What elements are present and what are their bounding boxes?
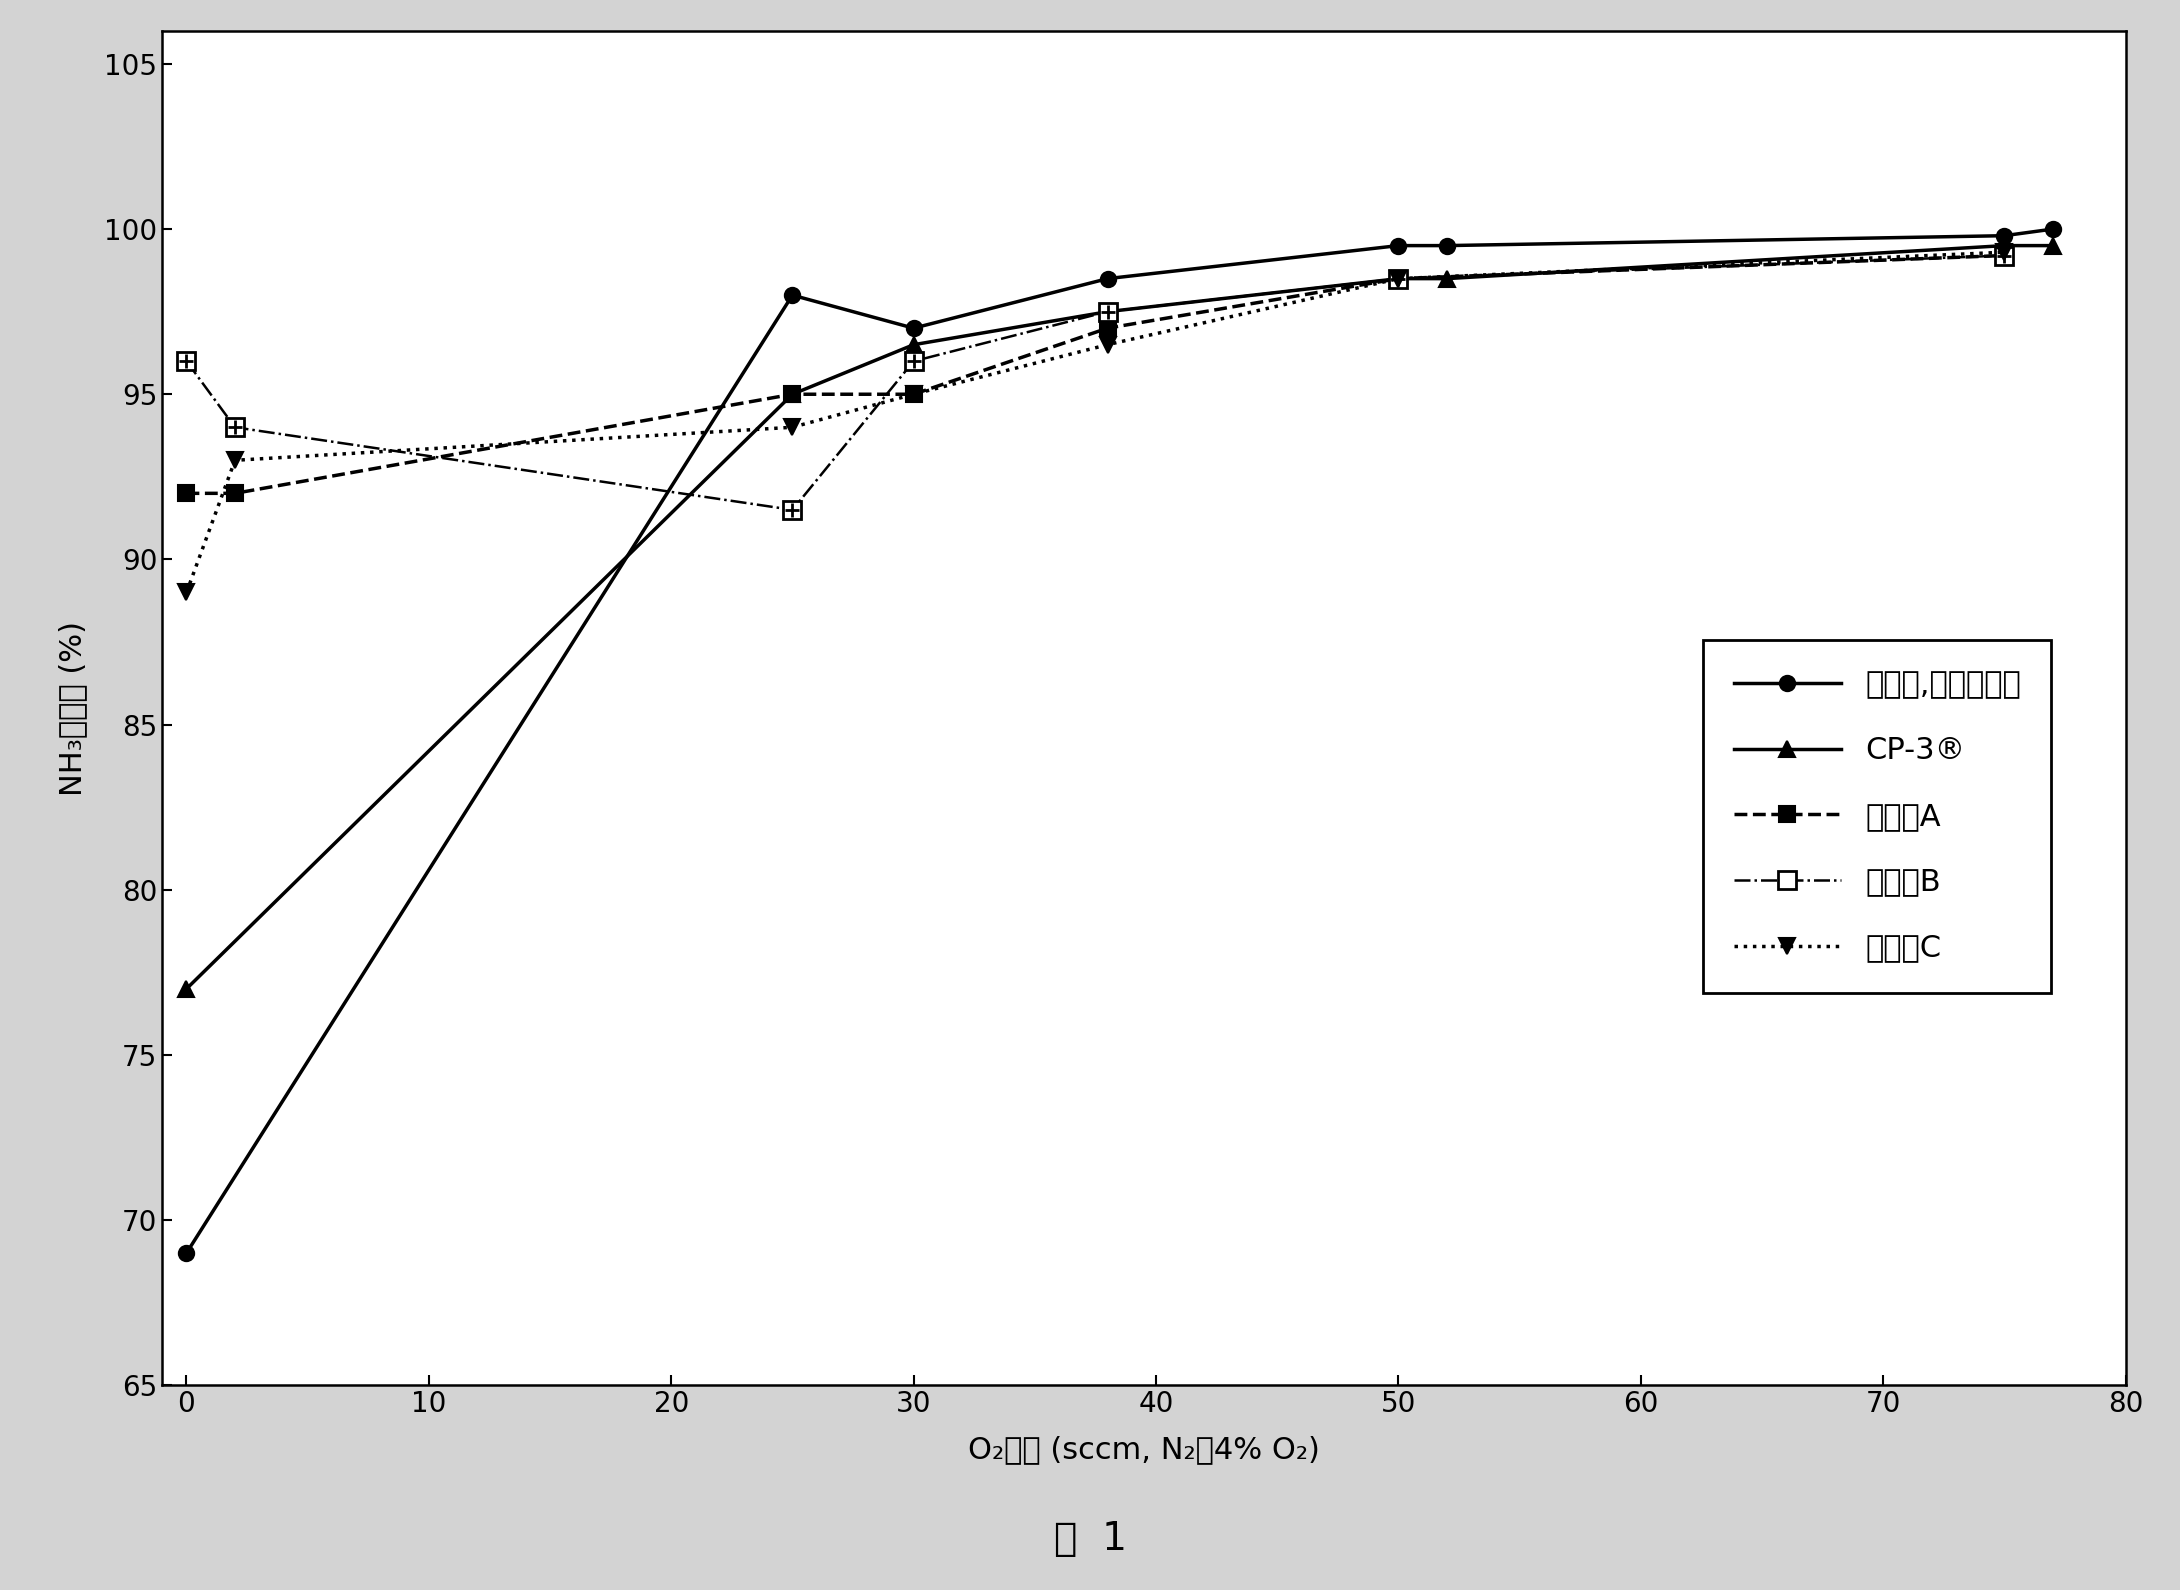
CP-3®	[1990, 235, 2017, 254]
添加剂B	[1384, 269, 1410, 288]
Line: CP-3®: CP-3®	[179, 238, 2060, 997]
CP-3®	[780, 385, 807, 404]
偃化剂,没有添加剂	[1384, 235, 1410, 254]
添加剂B	[780, 501, 807, 520]
Line: 添加剂A: 添加剂A	[179, 248, 2012, 501]
添加剂A	[900, 385, 926, 404]
Legend: 偃化剂,没有添加剂, CP-3®, 添加剂A, 添加剂B, 添加剂C: 偃化剂,没有添加剂, CP-3®, 添加剂A, 添加剂B, 添加剂C	[1703, 641, 2051, 992]
添加剂B	[1094, 302, 1121, 321]
CP-3®	[1094, 302, 1121, 321]
CP-3®	[1434, 269, 1461, 288]
Y-axis label: NH₃转化率 (%): NH₃转化率 (%)	[59, 620, 87, 795]
偃化剂,没有添加剂	[780, 286, 807, 305]
添加剂A	[1990, 246, 2017, 266]
CP-3®	[2040, 235, 2067, 254]
偃化剂,没有添加剂	[1434, 235, 1461, 254]
偃化剂,没有添加剂	[1094, 269, 1121, 288]
添加剂C	[900, 385, 926, 404]
添加剂C	[222, 450, 249, 469]
Line: 添加剂B: 添加剂B	[177, 246, 2014, 518]
添加剂C	[174, 584, 201, 603]
添加剂A	[174, 483, 201, 502]
偃化剂,没有添加剂	[174, 1243, 201, 1262]
添加剂B	[222, 418, 249, 437]
添加剂A	[222, 483, 249, 502]
Text: 图  1: 图 1	[1053, 1520, 1127, 1558]
X-axis label: O₂流量 (sccm, N₂中4% O₂): O₂流量 (sccm, N₂中4% O₂)	[968, 1434, 1319, 1464]
添加剂A	[1384, 269, 1410, 288]
CP-3®	[1384, 269, 1410, 288]
CP-3®	[174, 979, 201, 999]
偃化剂,没有添加剂	[900, 318, 926, 337]
添加剂C	[1384, 269, 1410, 288]
CP-3®	[900, 335, 926, 355]
偃化剂,没有添加剂	[2040, 219, 2067, 238]
添加剂C	[1990, 243, 2017, 262]
添加剂B	[1990, 246, 2017, 266]
添加剂B	[900, 351, 926, 370]
添加剂C	[780, 418, 807, 437]
添加剂C	[1094, 335, 1121, 355]
Line: 添加剂C: 添加剂C	[179, 245, 2012, 599]
添加剂A	[780, 385, 807, 404]
添加剂A	[1094, 318, 1121, 337]
偃化剂,没有添加剂	[1990, 226, 2017, 245]
添加剂B	[174, 351, 201, 370]
Line: 偃化剂,没有添加剂: 偃化剂,没有添加剂	[179, 221, 2060, 1261]
